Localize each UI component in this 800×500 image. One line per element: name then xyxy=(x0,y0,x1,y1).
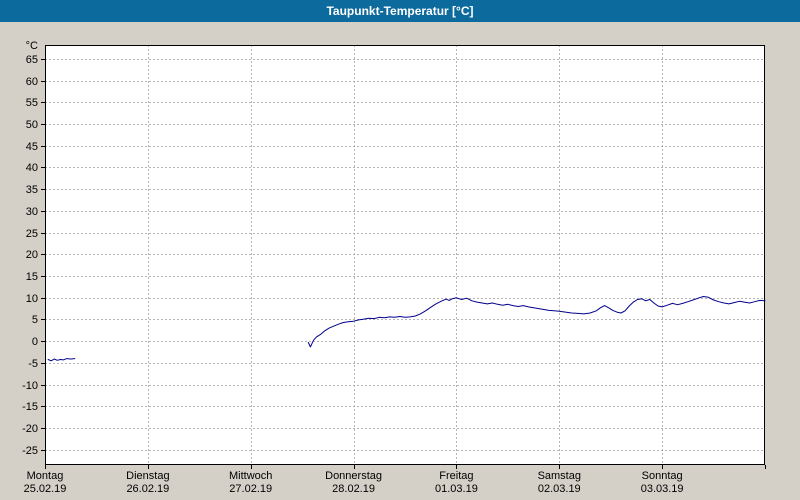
x-day-name-label: Sonntag xyxy=(642,470,683,482)
x-day-date-label: 02.03.19 xyxy=(538,483,581,495)
y-tick-label: 10 xyxy=(26,293,38,305)
series-line xyxy=(47,358,76,362)
y-tick-label: -25 xyxy=(22,445,38,457)
y-tick-label: 20 xyxy=(26,249,38,261)
x-day-date-label: 27.02.19 xyxy=(229,483,272,495)
y-axis-unit-label: °C xyxy=(26,40,38,52)
x-day-date-label: 03.03.19 xyxy=(641,483,684,495)
title-bar: Taupunkt-Temperatur [°C] xyxy=(0,0,800,22)
x-day-date-label: 25.02.19 xyxy=(24,483,67,495)
x-day-name-label: Donnerstag xyxy=(325,470,382,482)
y-tick-label: 35 xyxy=(26,184,38,196)
y-tick-label: -10 xyxy=(22,380,38,392)
x-day-date-label: 28.02.19 xyxy=(332,483,375,495)
y-tick-label: 45 xyxy=(26,141,38,153)
y-tick-label: 50 xyxy=(26,119,38,131)
x-day-date-label: 01.03.19 xyxy=(435,483,478,495)
y-tick-label: 25 xyxy=(26,228,38,240)
series-line xyxy=(307,296,766,348)
y-tick-label: 65 xyxy=(26,54,38,66)
y-tick-label: 60 xyxy=(26,76,38,88)
y-tick-label: 15 xyxy=(26,271,38,283)
y-tick-label: 5 xyxy=(32,314,38,326)
x-day-name-label: Samstag xyxy=(538,470,581,482)
y-tick-label: -15 xyxy=(22,401,38,413)
x-day-name-label: Mittwoch xyxy=(229,470,272,482)
plot-frame xyxy=(45,45,765,465)
y-tick-label: 30 xyxy=(26,206,38,218)
x-day-date-label: 26.02.19 xyxy=(126,483,169,495)
y-tick-label: 0 xyxy=(32,336,38,348)
y-tick-label: 55 xyxy=(26,97,38,109)
y-tick-label: 40 xyxy=(26,162,38,174)
x-day-name-label: Montag xyxy=(27,470,64,482)
chart-title: Taupunkt-Temperatur [°C] xyxy=(326,4,474,18)
y-tick-label: -5 xyxy=(28,358,38,370)
x-day-name-label: Dienstag xyxy=(126,470,169,482)
y-tick-label: -20 xyxy=(22,423,38,435)
x-day-name-label: Freitag xyxy=(439,470,473,482)
